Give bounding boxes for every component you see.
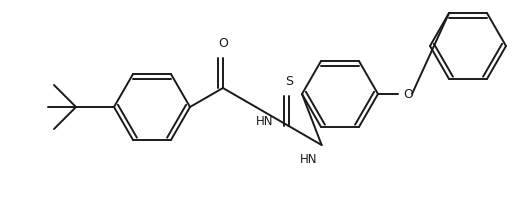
Text: HN: HN — [256, 115, 273, 128]
Text: HN: HN — [300, 153, 317, 166]
Text: S: S — [285, 75, 293, 88]
Text: O: O — [218, 37, 228, 50]
Text: O: O — [403, 88, 413, 101]
